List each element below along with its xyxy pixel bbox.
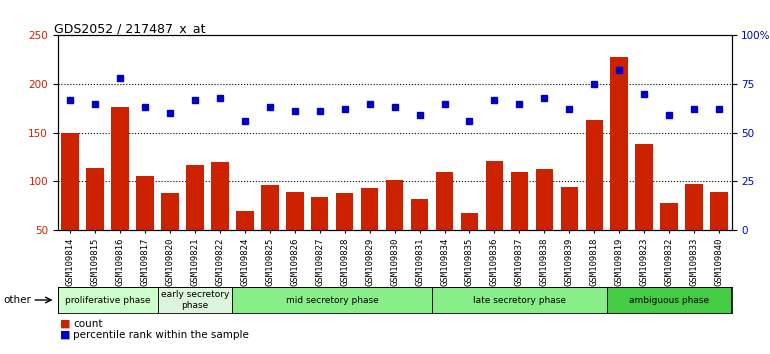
Bar [411, 199, 428, 230]
Text: ■: ■ [60, 330, 71, 339]
Bar [460, 212, 478, 230]
Bar [236, 211, 253, 230]
Bar [186, 165, 204, 230]
Bar [386, 181, 403, 230]
Bar [336, 193, 353, 230]
Bar [511, 172, 528, 230]
Bar [86, 168, 104, 230]
Bar [561, 187, 578, 230]
Bar [136, 176, 154, 230]
Text: early secretory
phase: early secretory phase [161, 290, 229, 310]
Bar [211, 162, 229, 230]
Bar [710, 192, 728, 230]
Bar [536, 169, 553, 230]
Bar [58, 287, 158, 313]
Bar [607, 287, 731, 313]
Text: percentile rank within the sample: percentile rank within the sample [73, 330, 249, 339]
Text: count: count [73, 319, 102, 329]
Bar [486, 161, 503, 230]
Bar [62, 133, 79, 230]
Bar [611, 57, 628, 230]
Bar [286, 192, 303, 230]
Bar [585, 120, 603, 230]
Text: ■: ■ [60, 319, 71, 329]
Bar [685, 184, 703, 230]
Text: ambiguous phase: ambiguous phase [629, 296, 709, 304]
Bar [261, 185, 279, 230]
Text: GDS2052 / 217487_x_at: GDS2052 / 217487_x_at [55, 22, 206, 35]
Bar [112, 107, 129, 230]
Bar [661, 203, 678, 230]
Bar [311, 197, 329, 230]
Bar [436, 172, 454, 230]
Bar [361, 188, 378, 230]
Text: mid secretory phase: mid secretory phase [286, 296, 379, 304]
Text: late secretory phase: late secretory phase [473, 296, 566, 304]
Text: other: other [3, 295, 31, 305]
Bar [635, 144, 653, 230]
Text: proliferative phase: proliferative phase [65, 296, 150, 304]
Bar [161, 193, 179, 230]
Bar [233, 287, 432, 313]
Bar [158, 287, 233, 313]
Bar [432, 287, 607, 313]
